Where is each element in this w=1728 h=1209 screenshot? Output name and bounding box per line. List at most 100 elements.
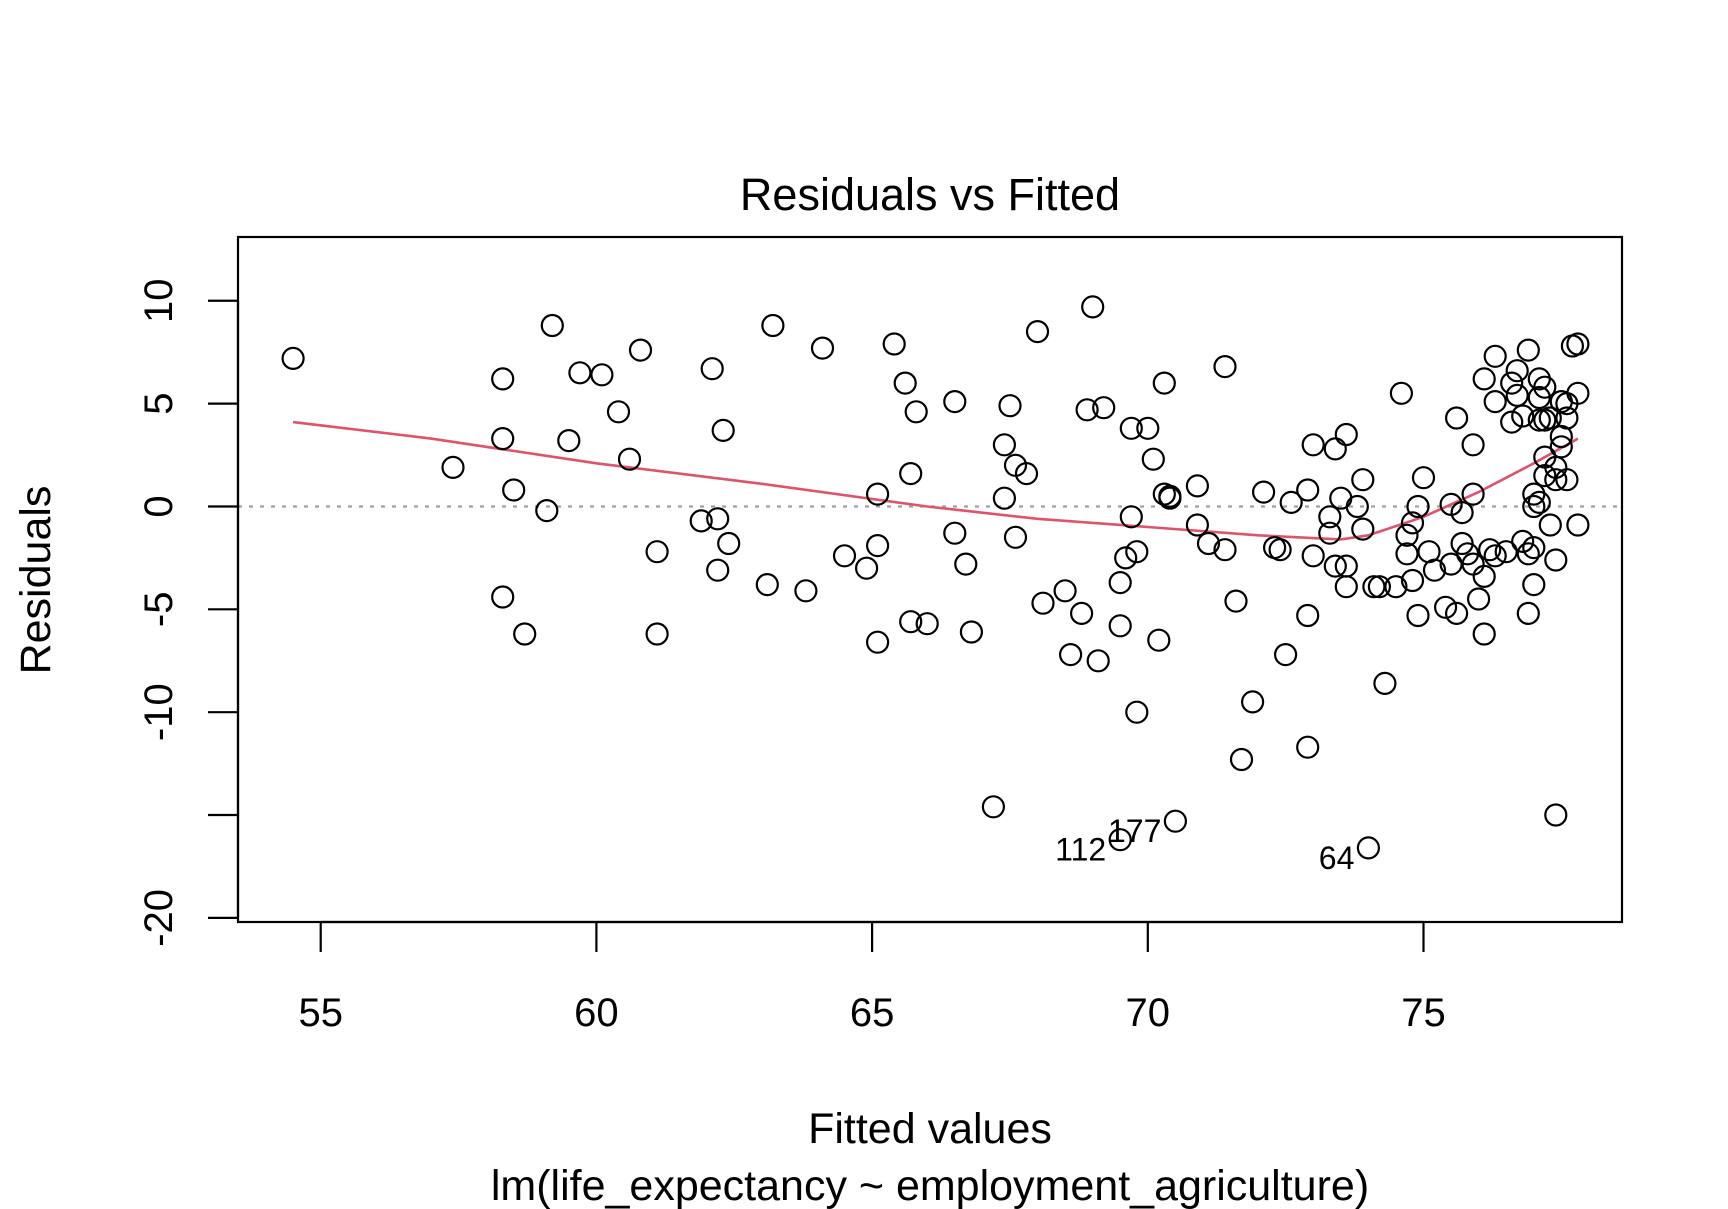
data-point	[1400, 568, 1425, 593]
data-point	[1566, 513, 1590, 537]
data-point	[711, 418, 735, 442]
data-point	[513, 622, 537, 646]
data-point	[1025, 320, 1050, 344]
data-point	[1555, 406, 1579, 430]
data-point	[1483, 344, 1507, 368]
data-point	[1125, 540, 1149, 564]
data-point	[1483, 544, 1507, 568]
data-point	[865, 533, 890, 558]
data-point	[1362, 575, 1386, 599]
data-point	[1555, 468, 1579, 492]
data-point	[1323, 437, 1347, 461]
data-point	[1301, 433, 1325, 457]
data-point	[1406, 494, 1430, 519]
y-tick-label: -5	[137, 592, 181, 628]
data-point	[1147, 628, 1171, 652]
data-point	[1185, 513, 1210, 537]
data-point	[1081, 295, 1105, 319]
data-point	[1472, 564, 1496, 589]
data-point	[1505, 359, 1529, 383]
data-point	[899, 610, 923, 634]
data-point	[1296, 735, 1320, 759]
point-label: 112	[1055, 832, 1106, 868]
x-tick-label: 75	[1401, 991, 1446, 1035]
x-axis: 55 60 65 70 75	[298, 920, 1446, 1035]
data-point	[882, 332, 906, 356]
data-point	[865, 482, 890, 506]
data-point	[590, 363, 614, 387]
data-point	[1400, 511, 1425, 535]
data-point	[1461, 433, 1485, 457]
data-point	[1389, 381, 1414, 405]
data-point	[1483, 390, 1507, 414]
data-point	[981, 795, 1006, 819]
data-point	[1522, 535, 1546, 560]
data-point	[1075, 398, 1099, 422]
data-point	[1334, 575, 1358, 599]
data-point	[1511, 404, 1535, 428]
data-point	[1544, 548, 1568, 572]
data-point	[1296, 603, 1320, 628]
data-point	[1395, 542, 1419, 566]
smooth-trend-line-group	[292, 420, 1579, 541]
data-point	[1136, 416, 1160, 440]
data-point	[893, 371, 917, 395]
data-point	[1544, 468, 1568, 492]
data-points-group	[281, 295, 1590, 860]
plot-frame	[236, 235, 1624, 924]
data-point	[954, 552, 978, 576]
data-point	[1351, 468, 1375, 492]
data-point	[1466, 587, 1491, 611]
data-point	[1163, 809, 1188, 833]
data-point	[1500, 410, 1524, 434]
data-point	[281, 346, 305, 370]
data-point	[1296, 478, 1320, 502]
data-point	[1273, 642, 1298, 667]
data-point	[755, 572, 779, 597]
data-point	[915, 612, 939, 636]
chart-title: Residuals vs Fitted	[740, 169, 1120, 220]
data-point	[1373, 671, 1397, 696]
data-point	[1086, 649, 1110, 673]
y-tick-label: -20	[137, 889, 181, 947]
data-point	[832, 544, 857, 568]
data-point	[1158, 486, 1182, 510]
data-point	[1119, 505, 1143, 529]
data-point	[1268, 538, 1292, 562]
data-point	[761, 313, 785, 338]
data-point	[904, 400, 928, 424]
point-label: 64	[1319, 840, 1355, 876]
data-point	[959, 620, 984, 644]
y-tick-label: 5	[137, 392, 181, 414]
data-point	[1323, 554, 1347, 578]
data-point	[1356, 836, 1381, 860]
data-point	[1053, 579, 1077, 603]
data-point	[568, 361, 592, 385]
data-point	[557, 429, 581, 453]
data-point	[1318, 505, 1342, 529]
data-point	[1334, 422, 1358, 447]
data-point	[1345, 494, 1369, 519]
data-point	[1367, 575, 1392, 599]
point-label: 177	[1108, 813, 1161, 849]
data-point	[1472, 367, 1496, 391]
data-point	[1533, 375, 1557, 399]
data-point	[491, 367, 515, 391]
data-point	[1406, 603, 1430, 628]
data-point	[628, 338, 653, 362]
data-point	[1058, 642, 1083, 667]
data-point	[1538, 406, 1562, 430]
y-tick-label: -10	[137, 683, 181, 741]
y-tick-label: 10	[137, 279, 181, 324]
data-point	[1108, 570, 1132, 595]
data-point	[1544, 803, 1568, 827]
data-point	[1566, 332, 1590, 356]
data-point	[700, 357, 724, 381]
data-point	[502, 478, 526, 502]
data-point	[617, 447, 642, 471]
x-axis-label: Fitted values	[808, 1105, 1052, 1153]
data-point	[1527, 490, 1551, 514]
data-point	[865, 630, 890, 654]
data-point	[441, 455, 465, 479]
data-point	[1152, 371, 1176, 395]
